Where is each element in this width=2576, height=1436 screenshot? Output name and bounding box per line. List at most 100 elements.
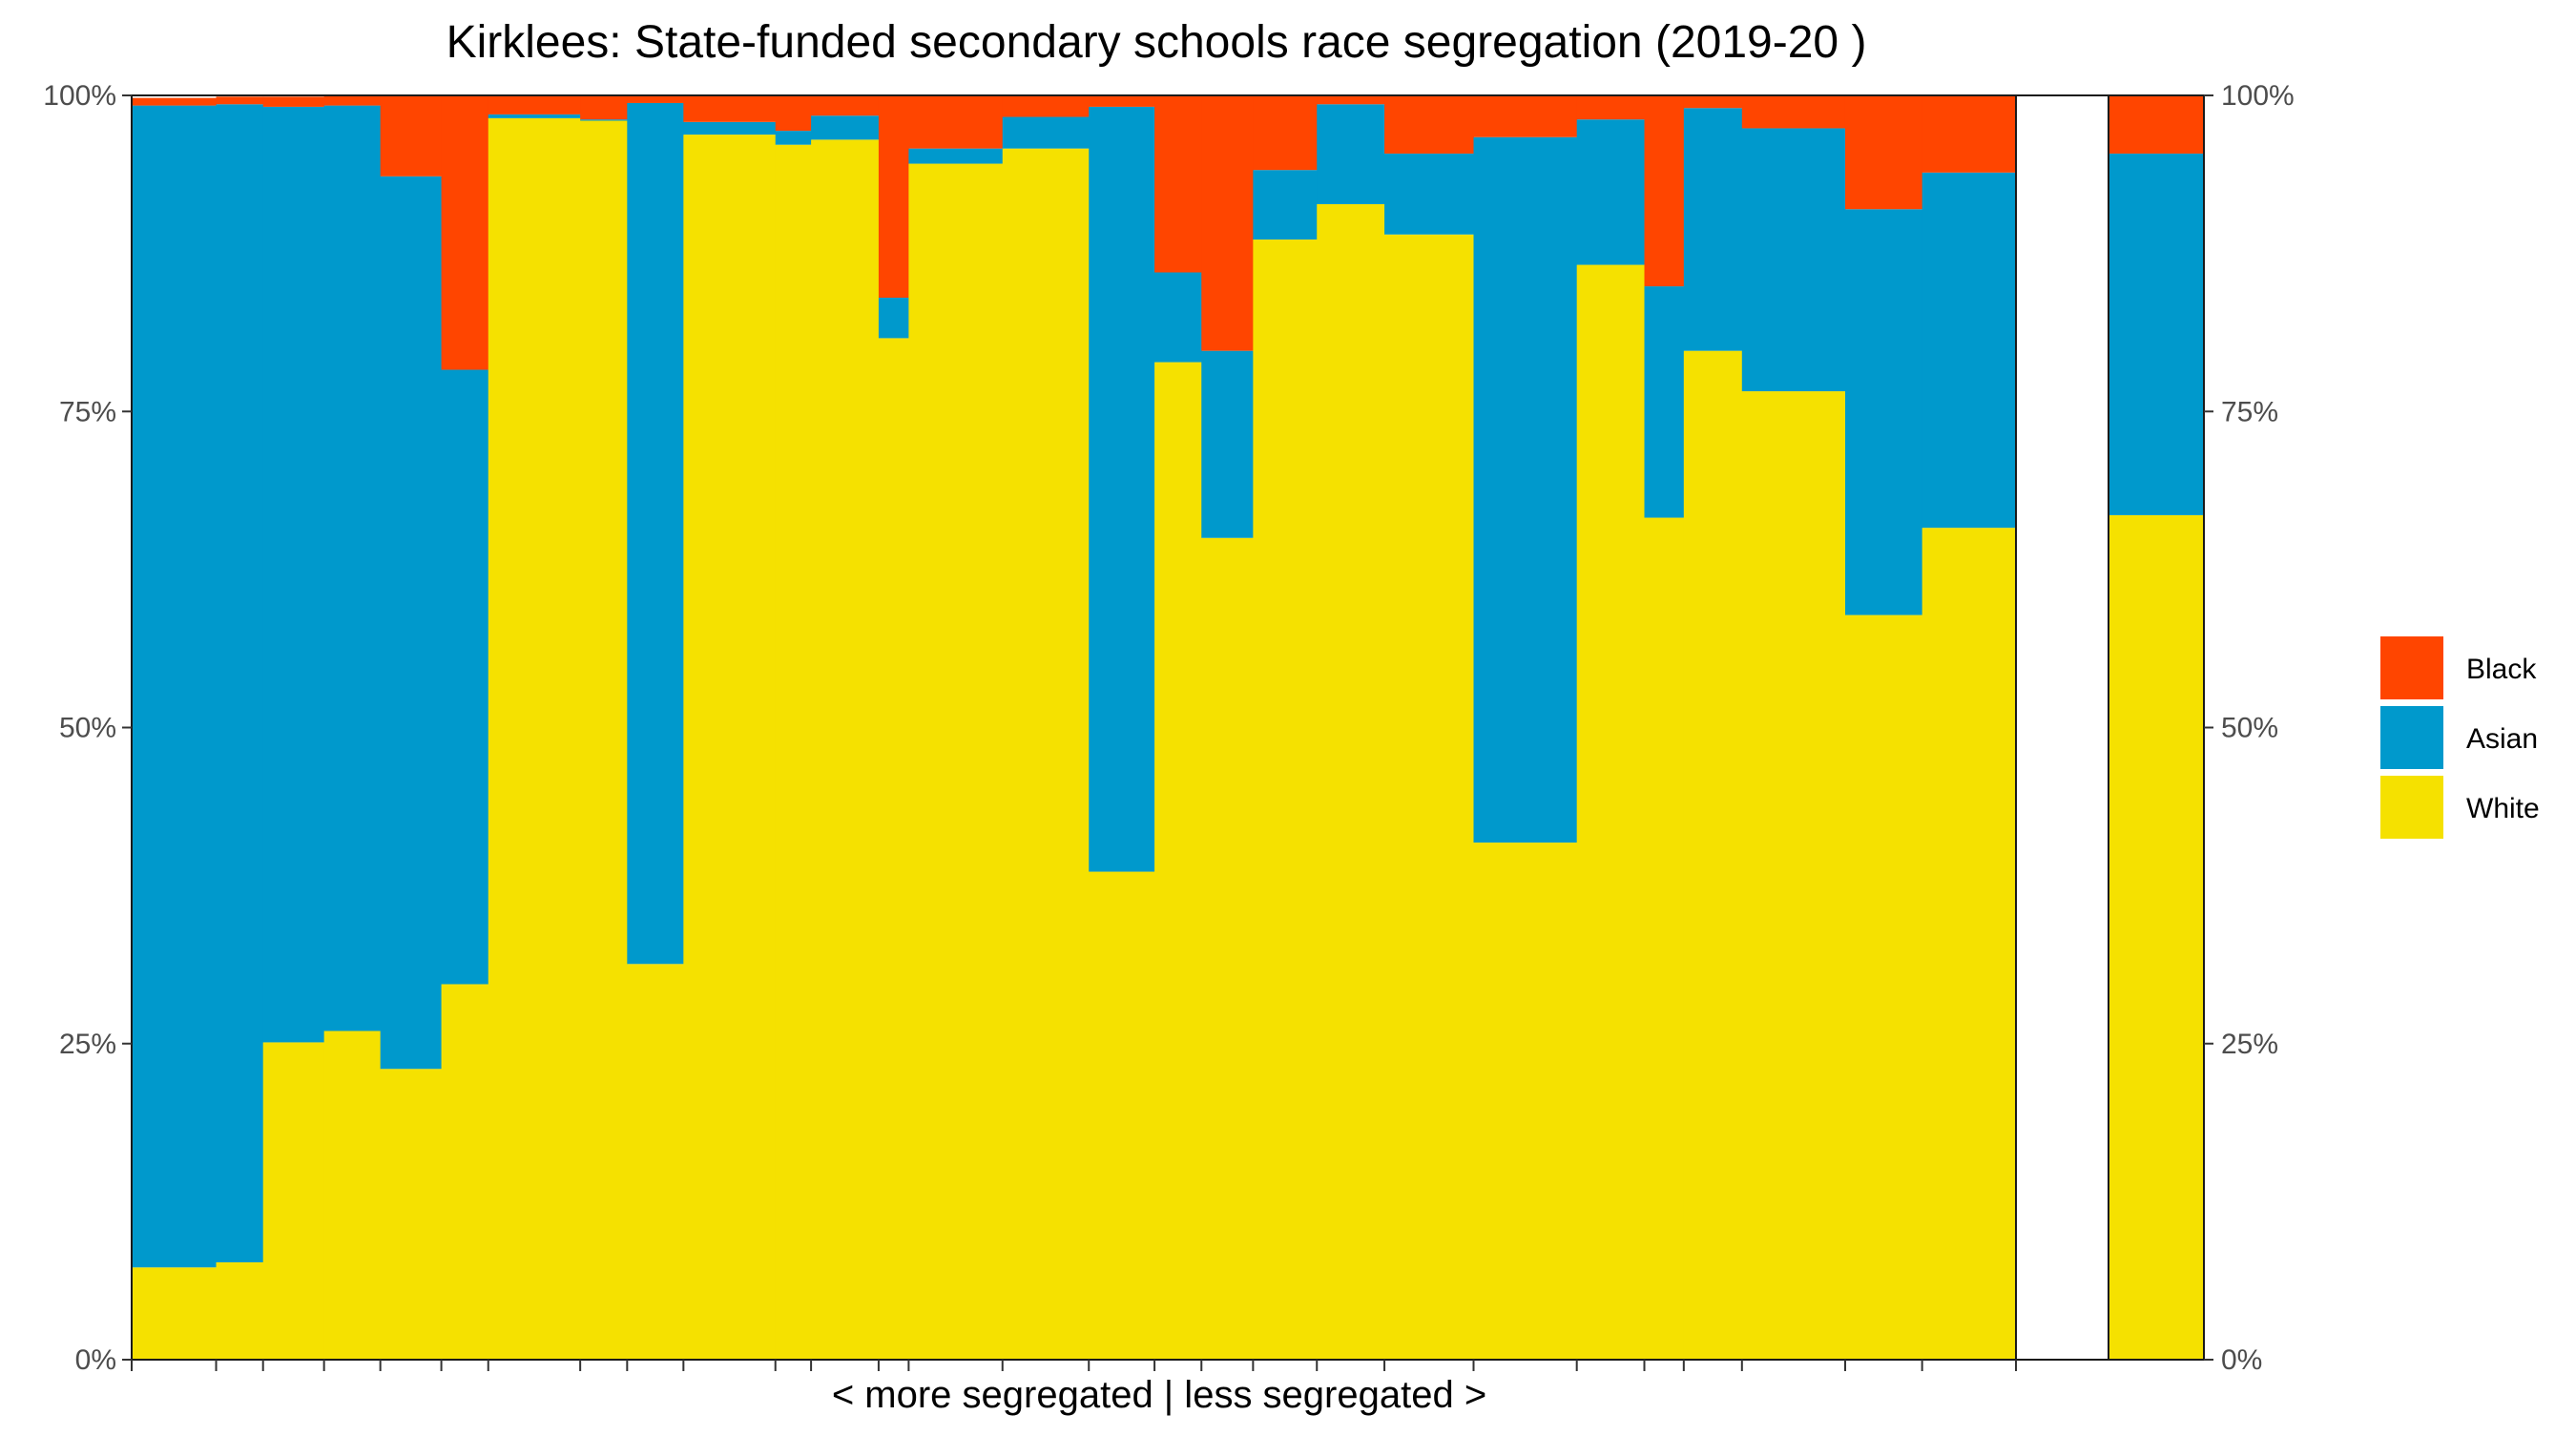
overall-segment-white xyxy=(2109,514,2204,1360)
overall-segment-asian xyxy=(2109,153,2204,515)
y-tick-label-left: 25% xyxy=(59,1029,116,1060)
bar-segment-white-20 xyxy=(1317,203,1385,1361)
bar-segment-asian-5 xyxy=(380,176,443,1070)
bar-segment-asian-11 xyxy=(775,131,812,145)
bar-segment-asian-19 xyxy=(1253,170,1318,240)
bar-segment-asian-8 xyxy=(580,119,628,121)
bar-segment-black-9 xyxy=(627,95,684,103)
y-tick-label-left: 100% xyxy=(43,80,116,112)
bar-segment-asian-17 xyxy=(1154,272,1202,363)
bar-segment-asian-18 xyxy=(1201,350,1254,538)
y-tick-label-right: 0% xyxy=(2221,1344,2262,1376)
bar-segment-black-15 xyxy=(1002,95,1090,117)
bar-segment-white-7 xyxy=(488,117,581,1361)
bar-segment-white-26 xyxy=(1741,391,1846,1360)
bar-segment-asian-7 xyxy=(488,114,581,118)
bar-segment-black-8 xyxy=(580,95,628,120)
bar-segment-black-5 xyxy=(380,95,443,177)
bar-segment-black-10 xyxy=(683,95,777,122)
bar-segment-white-23 xyxy=(1576,264,1646,1360)
stacked-bars-schools xyxy=(132,95,2017,1361)
bar-segment-white-11 xyxy=(775,144,812,1360)
bar-segment-asian-24 xyxy=(1644,286,1685,518)
bar-segment-black-13 xyxy=(878,95,909,298)
bar-segment-black-1 xyxy=(132,97,218,106)
legend-label-white: White xyxy=(2466,793,2540,824)
bar-segment-white-19 xyxy=(1253,239,1318,1360)
bar-segment-white-24 xyxy=(1644,517,1685,1360)
bar-segment-white-14 xyxy=(908,163,1004,1360)
bar-segment-asian-15 xyxy=(1002,116,1090,149)
bar-segment-asian-12 xyxy=(811,115,880,140)
bar-segment-white-16 xyxy=(1089,871,1155,1360)
legend-key-white xyxy=(2380,776,2443,839)
y-tick-label-left: 0% xyxy=(75,1344,116,1376)
bar-segment-white-4 xyxy=(323,1030,382,1360)
bar-segment-black-28 xyxy=(1922,95,2017,173)
bar-segment-black-4 xyxy=(323,95,382,106)
bar-segment-white-25 xyxy=(1683,350,1743,1360)
bar-segment-white-18 xyxy=(1201,537,1254,1360)
bar-segment-asian-6 xyxy=(441,369,489,985)
bar-segment-asian-22 xyxy=(1473,136,1578,843)
bar-segment-black-16 xyxy=(1089,95,1155,107)
legend: Black Asian White xyxy=(2380,636,2540,839)
bar-segment-black-14 xyxy=(908,95,1004,149)
axes: 0% 0% 25% 25% 50% 50% 75% 75% 100% 100% xyxy=(43,80,2294,1376)
bar-segment-asian-1 xyxy=(132,105,218,1268)
bar-segment-black-25 xyxy=(1683,95,1743,109)
bar-segment-black-20 xyxy=(1317,95,1385,105)
y-tick-label-left: 75% xyxy=(59,396,116,427)
legend-key-black xyxy=(2380,636,2443,699)
bar-segment-white-3 xyxy=(262,1042,325,1360)
bar-segment-asian-14 xyxy=(908,148,1004,164)
bar-segment-asian-23 xyxy=(1576,119,1646,265)
bar-segment-asian-2 xyxy=(216,104,264,1262)
bar-segment-white-8 xyxy=(580,120,628,1360)
y-tick-label-right: 75% xyxy=(2221,396,2278,427)
legend-label-asian: Asian xyxy=(2466,723,2538,755)
x-axis-title: < more segregated | less segregated > xyxy=(832,1374,1486,1416)
bar-segment-black-21 xyxy=(1384,95,1474,154)
y-tick-label-right: 25% xyxy=(2221,1029,2278,1060)
bar-segment-black-7 xyxy=(488,95,581,114)
y-tick-label-right: 50% xyxy=(2221,713,2278,744)
stacked-bar-overall xyxy=(2109,95,2204,1360)
overall-segment-black xyxy=(2109,95,2204,154)
bar-segment-black-24 xyxy=(1644,95,1685,287)
bar-segment-white-15 xyxy=(1002,148,1090,1360)
bar-segment-asian-20 xyxy=(1317,104,1385,204)
y-tick-label-left: 50% xyxy=(59,713,116,744)
bar-segment-black-23 xyxy=(1576,95,1646,120)
bar-segment-black-6 xyxy=(441,95,489,370)
bar-segment-white-6 xyxy=(441,984,489,1360)
bar-segment-black-2 xyxy=(216,96,264,105)
bar-segment-white-1 xyxy=(132,1267,218,1360)
bar-segment-white-12 xyxy=(811,139,880,1360)
bar-segment-asian-25 xyxy=(1683,108,1743,351)
bar-segment-asian-13 xyxy=(878,298,909,339)
bar-segment-asian-26 xyxy=(1741,128,1846,392)
bar-segment-black-18 xyxy=(1201,95,1254,351)
chart-title: Kirklees: State-funded secondary schools… xyxy=(447,17,1867,68)
bar-segment-asian-21 xyxy=(1384,153,1474,235)
y-tick-label-right: 100% xyxy=(2221,80,2295,112)
bar-segment-black-12 xyxy=(811,95,880,116)
bar-segment-white-10 xyxy=(683,135,777,1361)
bar-segment-white-2 xyxy=(216,1261,264,1360)
bar-segment-asian-27 xyxy=(1844,209,1923,615)
bar-segment-white-21 xyxy=(1384,234,1474,1360)
bar-segment-asian-4 xyxy=(323,105,382,1031)
bar-segment-asian-10 xyxy=(683,121,777,135)
bar-segment-asian-28 xyxy=(1922,172,2017,529)
bar-segment-black-17 xyxy=(1154,95,1202,273)
bar-segment-white-13 xyxy=(878,338,909,1360)
bar-segment-black-11 xyxy=(775,95,812,132)
bar-segment-white-5 xyxy=(380,1069,443,1360)
bar-segment-black-19 xyxy=(1253,95,1318,171)
bar-segment-asian-9 xyxy=(627,102,684,965)
bar-segment-black-22 xyxy=(1473,95,1578,137)
bar-segment-black-3 xyxy=(262,96,325,107)
bar-segment-white-28 xyxy=(1922,528,2017,1360)
